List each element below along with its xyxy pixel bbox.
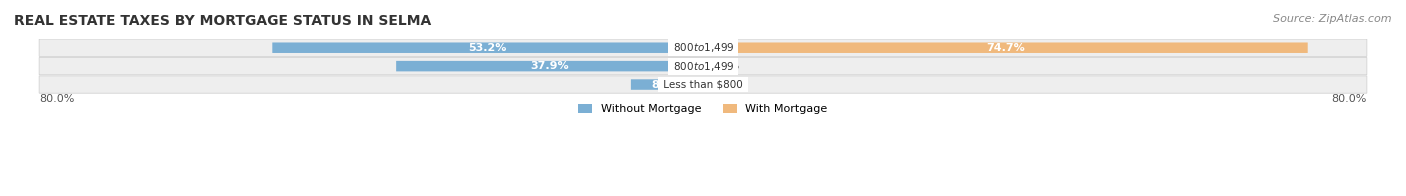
FancyBboxPatch shape [39,39,1367,56]
FancyBboxPatch shape [703,43,1308,53]
Text: 0.0%: 0.0% [711,61,740,71]
Text: 8.9%: 8.9% [651,80,682,90]
FancyBboxPatch shape [396,61,703,71]
Text: Less than $800: Less than $800 [659,80,747,90]
Text: 37.9%: 37.9% [530,61,569,71]
Text: $800 to $1,499: $800 to $1,499 [671,60,735,73]
Text: 80.0%: 80.0% [1331,94,1367,104]
Text: 80.0%: 80.0% [39,94,75,104]
Text: REAL ESTATE TAXES BY MORTGAGE STATUS IN SELMA: REAL ESTATE TAXES BY MORTGAGE STATUS IN … [14,14,432,28]
Text: $800 to $1,499: $800 to $1,499 [671,41,735,54]
Text: 74.7%: 74.7% [986,43,1025,53]
Text: 53.2%: 53.2% [468,43,508,53]
FancyBboxPatch shape [273,43,703,53]
Text: Source: ZipAtlas.com: Source: ZipAtlas.com [1274,14,1392,24]
Legend: Without Mortgage, With Mortgage: Without Mortgage, With Mortgage [574,100,832,119]
Text: 0.0%: 0.0% [711,80,740,90]
FancyBboxPatch shape [39,76,1367,93]
FancyBboxPatch shape [631,79,703,90]
FancyBboxPatch shape [39,57,1367,75]
